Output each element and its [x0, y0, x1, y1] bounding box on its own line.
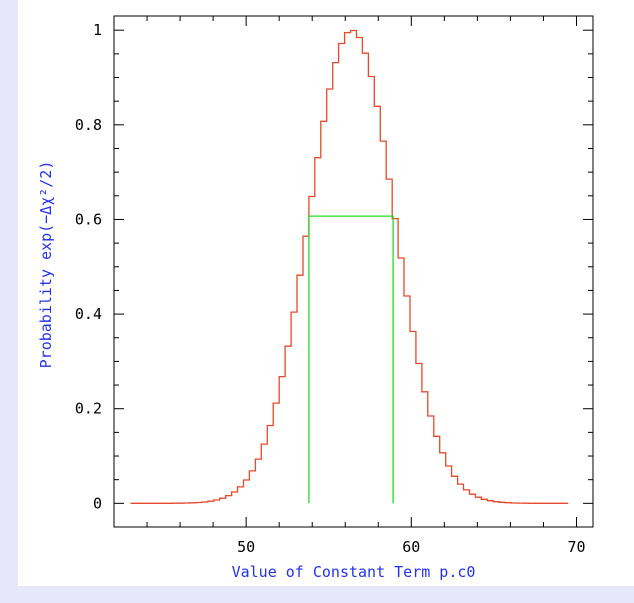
x-tick-label: 70 [567, 538, 585, 556]
plot-frame [113, 15, 594, 528]
series-layer [130, 29, 569, 504]
x-tick-label: 60 [402, 538, 420, 556]
y-tick-label: 0.4 [75, 305, 102, 323]
probability-step-curve [130, 29, 569, 504]
y-tick-label: 1 [93, 21, 102, 39]
y-tick-label: 0.8 [75, 116, 102, 134]
confidence-interval-box [308, 215, 394, 504]
chart-svg: 50 60 70 0 0.2 0.4 0.6 0.8 1 Value of Constant T… [37, 15, 594, 581]
x-axis-title: Value of Constant Term p.c0 [232, 563, 476, 581]
y-tick-label: 0.6 [75, 210, 102, 228]
ticks-layer: 50 60 70 0 0.2 0.4 0.6 0.8 1 [75, 16, 593, 556]
axes-layer [113, 15, 594, 528]
x-tick-label: 50 [237, 538, 255, 556]
y-tick-label: 0.2 [75, 400, 102, 418]
chart-panel: 50 60 70 0 0.2 0.4 0.6 0.8 1 Value of Constant T… [18, 0, 634, 586]
y-axis-title: Probability exp(−Δχ²/2) [37, 161, 55, 369]
y-tick-label: 0 [93, 494, 102, 512]
